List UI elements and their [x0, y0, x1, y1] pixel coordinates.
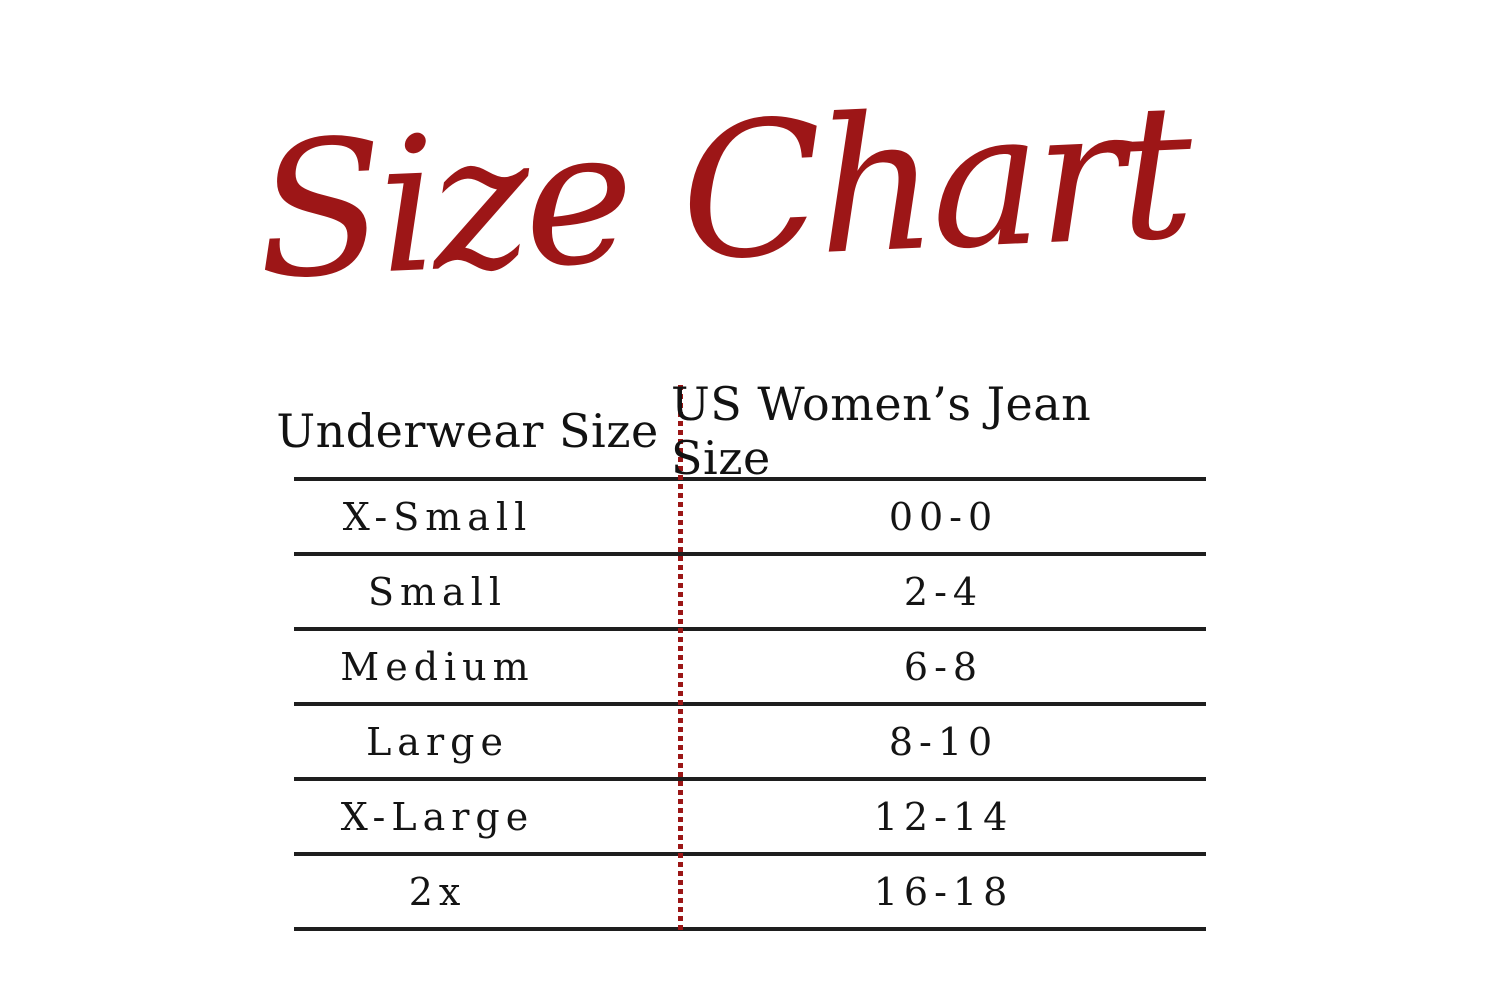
- table-row-small: Small 2-4: [294, 552, 1206, 627]
- underwear-size-value: X-Small: [342, 494, 533, 539]
- underwear-size-value: Small: [367, 569, 508, 614]
- jean-size-value: 8-10: [888, 719, 999, 764]
- column-divider-dotted-line: [678, 385, 683, 931]
- table-row-medium: Medium 6-8: [294, 627, 1206, 702]
- column-header-underwear-size: Underwear Size: [276, 404, 659, 458]
- jean-size-value: 6-8: [903, 644, 984, 689]
- underwear-size-value: 2x: [408, 869, 467, 914]
- underwear-size-value: X-Large: [340, 794, 535, 839]
- table-row-2x: 2x 16-18: [294, 852, 1206, 927]
- table-row-x-large: X-Large 12-14: [294, 777, 1206, 852]
- size-table: Underwear Size US Women’s Jean Size X-Sm…: [276, 377, 1206, 931]
- jean-size-value: 16-18: [873, 869, 1014, 914]
- table-row-large: Large 8-10: [294, 702, 1206, 777]
- jean-size-value: 2-4: [903, 569, 984, 614]
- table-header-row: Underwear Size US Women’s Jean Size: [276, 377, 1206, 485]
- underwear-size-value: Medium: [340, 644, 535, 689]
- jean-size-value: 12-14: [873, 794, 1014, 839]
- table-row-x-small: X-Small 00-0: [294, 477, 1206, 552]
- page-title: Size Chart: [252, 63, 1192, 321]
- underwear-size-value: Large: [366, 719, 509, 764]
- jean-size-value: 00-0: [888, 494, 999, 539]
- column-header-us-womens-jean-size: US Women’s Jean Size: [671, 377, 1092, 485]
